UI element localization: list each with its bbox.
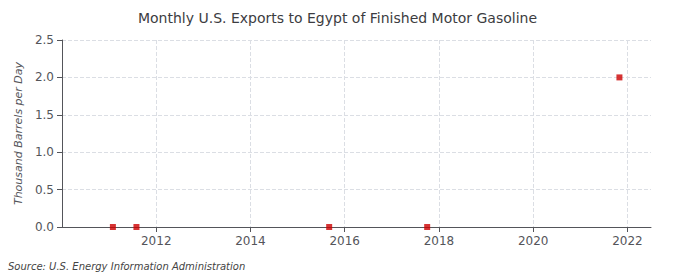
svg-text:Thousand Barrels per Day: Thousand Barrels per Day bbox=[12, 61, 25, 205]
svg-text:1.5: 1.5 bbox=[35, 108, 54, 122]
svg-text:2.0: 2.0 bbox=[35, 70, 54, 84]
svg-text:1.0: 1.0 bbox=[35, 145, 54, 159]
svg-text:2016: 2016 bbox=[329, 234, 360, 248]
svg-text:2012: 2012 bbox=[141, 234, 172, 248]
svg-text:2.5: 2.5 bbox=[35, 33, 54, 47]
svg-text:2022: 2022 bbox=[612, 234, 643, 248]
svg-text:Source: U.S. Energy Informatio: Source: U.S. Energy Information Administ… bbox=[8, 261, 245, 272]
svg-text:2020: 2020 bbox=[518, 234, 549, 248]
svg-text:Monthly U.S. Exports to Egypt: Monthly U.S. Exports to Egypt of Finishe… bbox=[138, 10, 537, 26]
svg-text:2018: 2018 bbox=[424, 234, 455, 248]
svg-text:0.0: 0.0 bbox=[35, 220, 54, 234]
svg-text:0.5: 0.5 bbox=[35, 183, 54, 197]
svg-text:2014: 2014 bbox=[235, 234, 266, 248]
